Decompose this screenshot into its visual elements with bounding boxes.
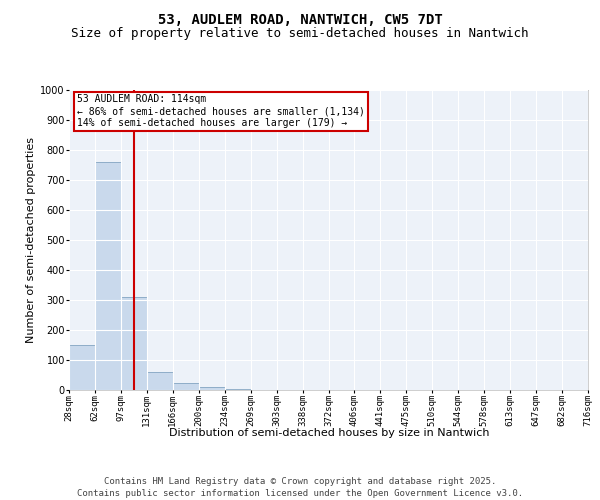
Text: 53, AUDLEM ROAD, NANTWICH, CW5 7DT: 53, AUDLEM ROAD, NANTWICH, CW5 7DT	[158, 12, 442, 26]
Text: 53 AUDLEM ROAD: 114sqm
← 86% of semi-detached houses are smaller (1,134)
14% of : 53 AUDLEM ROAD: 114sqm ← 86% of semi-det…	[77, 94, 365, 128]
Bar	[95, 162, 121, 390]
Y-axis label: Number of semi-detached properties: Number of semi-detached properties	[26, 137, 36, 343]
Text: Contains HM Land Registry data © Crown copyright and database right 2025.
Contai: Contains HM Land Registry data © Crown c…	[77, 476, 523, 498]
Text: Size of property relative to semi-detached houses in Nantwich: Size of property relative to semi-detach…	[71, 28, 529, 40]
Bar	[121, 297, 147, 390]
Bar	[199, 387, 224, 390]
Bar	[147, 372, 173, 390]
Bar	[69, 345, 95, 390]
Bar	[173, 382, 199, 390]
Text: Distribution of semi-detached houses by size in Nantwich: Distribution of semi-detached houses by …	[169, 428, 489, 438]
